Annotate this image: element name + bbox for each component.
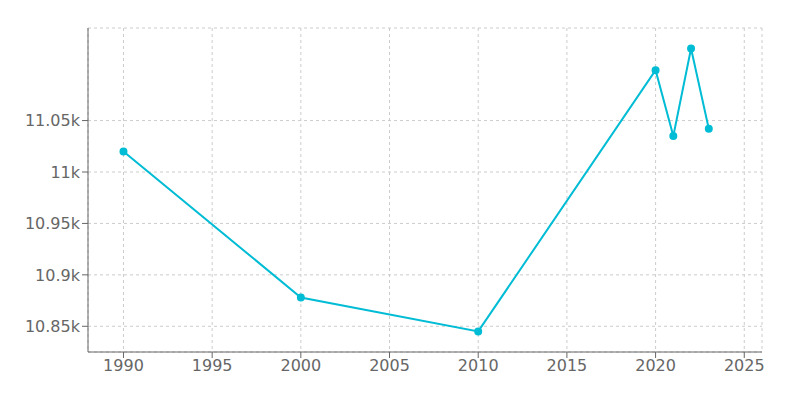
- svg-text:1990: 1990: [103, 356, 144, 375]
- svg-text:2000: 2000: [280, 356, 321, 375]
- svg-text:1995: 1995: [192, 356, 233, 375]
- svg-text:11k: 11k: [50, 163, 80, 182]
- svg-text:11.05k: 11.05k: [25, 111, 81, 130]
- svg-text:10.9k: 10.9k: [35, 266, 81, 285]
- svg-text:2015: 2015: [547, 356, 588, 375]
- svg-text:2005: 2005: [369, 356, 410, 375]
- svg-text:10.95k: 10.95k: [25, 214, 81, 233]
- svg-text:2025: 2025: [724, 356, 765, 375]
- svg-text:2020: 2020: [635, 356, 676, 375]
- svg-text:10.85k: 10.85k: [25, 317, 81, 336]
- svg-text:2010: 2010: [458, 356, 499, 375]
